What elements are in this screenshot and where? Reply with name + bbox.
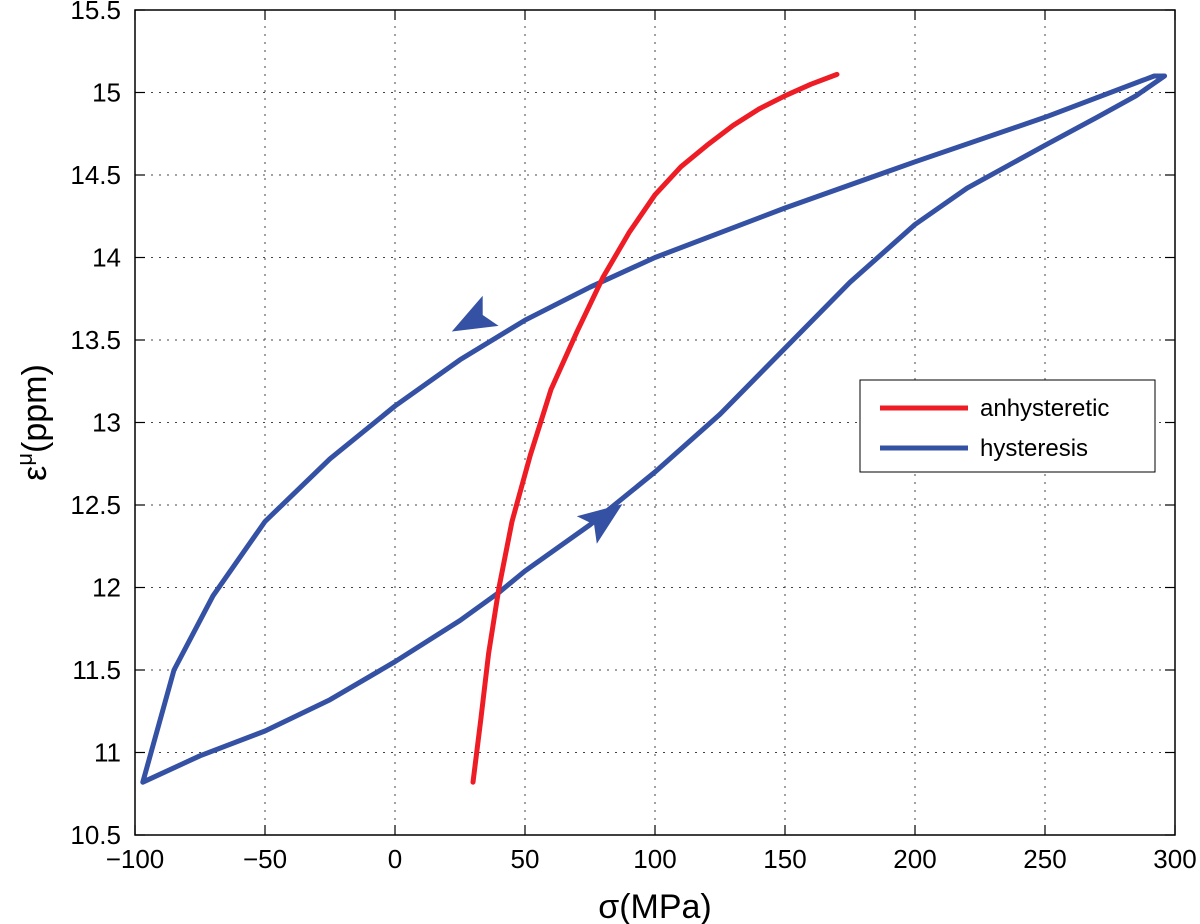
x-tick-label: 100: [633, 844, 676, 874]
direction-arrow-down-left: [451, 295, 499, 332]
x-tick-label: 200: [893, 844, 936, 874]
y-tick-label: 12.5: [70, 490, 121, 520]
series-line-anhysteretic: [470, 71, 840, 785]
y-tick-label: 11.5: [72, 655, 121, 685]
legend-label-anhysteretic: anhysteretic: [980, 395, 1109, 422]
y-tick-label: 14.5: [70, 160, 121, 190]
series-line-hysteresis: [140, 73, 1168, 785]
y-tick-label: 13.5: [70, 325, 121, 355]
y-tick-label: 12: [92, 573, 121, 603]
x-tick-label: 0: [388, 844, 402, 874]
x-tick-label: 300: [1153, 844, 1196, 874]
legend: anhysteretic hysteresis: [859, 379, 1156, 473]
x-tick-label: −50: [243, 844, 287, 874]
y-tick-label: 13: [92, 408, 121, 438]
y-axis-title-unit: (ppm): [16, 364, 54, 453]
y-tick-label: 15: [92, 78, 121, 108]
x-tick-label: 50: [511, 844, 540, 874]
x-tick-label: −100: [106, 844, 165, 874]
y-axis-title-superscript: μ: [12, 453, 37, 466]
y-axis-title-base: ε: [16, 466, 54, 481]
plot-frame: [134, 9, 1176, 836]
x-axis-title: σ(MPa): [598, 888, 712, 924]
y-tick-label: 15.5: [70, 0, 121, 25]
direction-arrow-up-right: [576, 504, 623, 544]
y-tick-label: 11: [94, 738, 121, 768]
x-tick-label: 250: [1023, 844, 1066, 874]
x-tick-label: 150: [763, 844, 806, 874]
y-tick-label: 10.5: [70, 820, 121, 850]
legend-box: [859, 379, 1156, 473]
legend-label-hysteresis: hysteresis: [980, 435, 1088, 462]
plot-series: [140, 71, 1168, 785]
ticks: −100 −50 0 50 100 150 200 250 300 10.5 11 11.5 12 12.…: [70, 0, 1196, 874]
y-axis-title: εμ(ppm): [12, 364, 54, 481]
y-tick-label: 14: [92, 243, 121, 273]
